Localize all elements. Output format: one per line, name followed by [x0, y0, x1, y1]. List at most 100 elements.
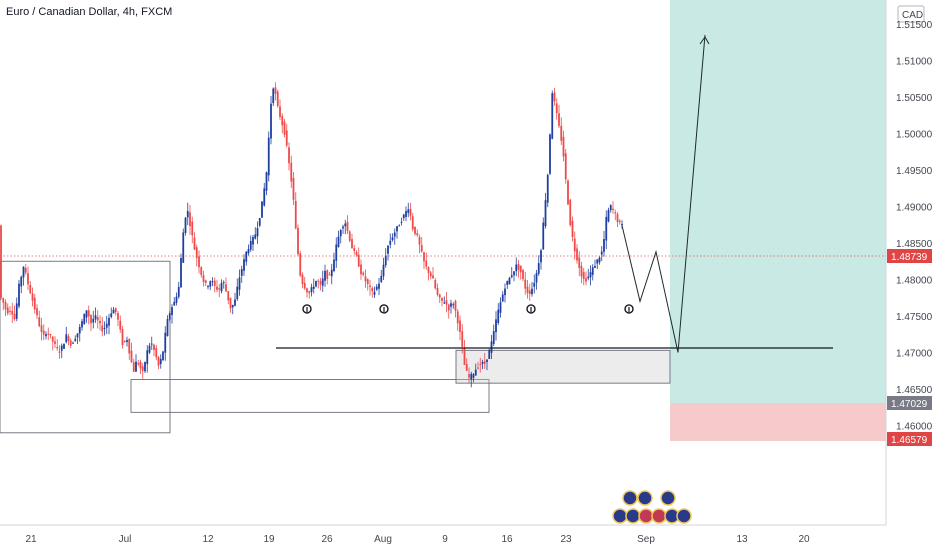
event-icon[interactable]: [612, 508, 628, 524]
candle-body: [427, 267, 430, 273]
event-icon[interactable]: [651, 508, 667, 524]
candle-body: [216, 286, 218, 290]
candle-body: [558, 113, 560, 126]
event-icon[interactable]: [637, 490, 653, 506]
candle-body: [447, 304, 450, 311]
candle-body: [360, 264, 362, 275]
y-tick-label: 1.49500: [896, 166, 932, 177]
candle-body: [420, 245, 423, 252]
candle-body: [45, 334, 47, 337]
currency-button-frame[interactable]: [897, 5, 925, 23]
candle-body: [123, 341, 126, 343]
last-price-label: 1.48739: [891, 252, 928, 263]
candle-body: [357, 254, 360, 267]
candle-body: [382, 264, 385, 277]
candle-body: [263, 188, 266, 206]
candle-body: [380, 276, 383, 282]
candle-body: [247, 248, 250, 254]
candle-body: [281, 115, 284, 126]
candle-body: [130, 350, 133, 363]
candle-body: [576, 248, 578, 261]
candle-body: [42, 330, 45, 335]
candle-body: [598, 257, 601, 263]
candle-body: [139, 361, 142, 369]
candle-body: [468, 374, 470, 378]
markers-layer: [302, 304, 634, 314]
candle-body: [546, 174, 549, 203]
candle-body: [54, 341, 56, 344]
candle-body: [15, 303, 18, 319]
candle-body: [508, 277, 511, 285]
candle-body: [270, 103, 272, 139]
event-icon[interactable]: [638, 508, 654, 524]
candle-body: [229, 297, 232, 309]
candle-body: [297, 227, 299, 255]
candle-body: [184, 217, 187, 233]
candle-body: [506, 281, 509, 285]
economic-events-icons[interactable]: [612, 490, 692, 524]
event-icon[interactable]: [625, 508, 641, 524]
candle-body: [616, 214, 619, 222]
candle-body: [474, 369, 477, 376]
candle-body: [63, 343, 65, 349]
candle-body: [344, 223, 347, 227]
candle-body: [443, 302, 446, 304]
candle-body: [411, 216, 414, 230]
candle-body: [249, 240, 252, 250]
candle-body: [452, 304, 455, 306]
candle-body: [479, 364, 482, 366]
candle-body: [569, 199, 572, 226]
stop-price-label: 1.46579: [891, 435, 928, 446]
candle-body: [621, 223, 623, 226]
x-tick-label: 19: [263, 534, 275, 545]
candle-body: [510, 275, 513, 278]
candle-body: [267, 137, 270, 176]
candle-body: [454, 300, 457, 311]
currency-button-label[interactable]: CAD: [902, 10, 923, 21]
candle-body: [159, 358, 162, 365]
candle-body: [355, 251, 358, 256]
candle-body: [567, 180, 569, 205]
candle-body: [227, 291, 230, 301]
candle-body: [195, 247, 198, 258]
candle-body: [56, 346, 59, 349]
event-icon[interactable]: [676, 508, 692, 524]
candle-body: [144, 362, 146, 372]
candle-body: [20, 276, 23, 287]
candle-body: [238, 277, 241, 290]
candle-body: [166, 319, 169, 336]
candle-body: [587, 276, 590, 279]
candle-body: [544, 200, 547, 227]
candle-body: [486, 359, 488, 362]
entry-zone: [455, 349, 671, 384]
candle-body: [137, 363, 140, 365]
projection-path[interactable]: [621, 34, 706, 353]
candle-body: [261, 201, 263, 218]
candle-body: [141, 366, 144, 371]
candle-body: [76, 333, 79, 338]
candle-body: [580, 266, 583, 277]
candle-body: [375, 286, 378, 290]
candle-body: [38, 317, 41, 327]
candle-body: [495, 319, 497, 333]
event-icon[interactable]: [622, 490, 638, 506]
candle-body: [276, 91, 279, 107]
candle-body: [234, 299, 236, 306]
candle-body: [519, 265, 522, 273]
candle-body: [594, 265, 596, 268]
x-tick-label: 23: [560, 534, 572, 545]
entry-price-badge: [887, 396, 932, 410]
candle-body: [74, 338, 77, 341]
candle-body: [211, 281, 214, 283]
candle-body: [256, 227, 259, 237]
candle-body: [589, 272, 592, 278]
candle-body: [222, 282, 225, 284]
event-icon[interactable]: [660, 490, 676, 506]
candle-body: [175, 296, 178, 303]
candle-body: [303, 283, 306, 289]
y-tick-label: 1.50500: [896, 93, 932, 104]
candle-body: [373, 291, 376, 295]
candle-body: [517, 264, 520, 270]
candle-body: [155, 347, 158, 358]
